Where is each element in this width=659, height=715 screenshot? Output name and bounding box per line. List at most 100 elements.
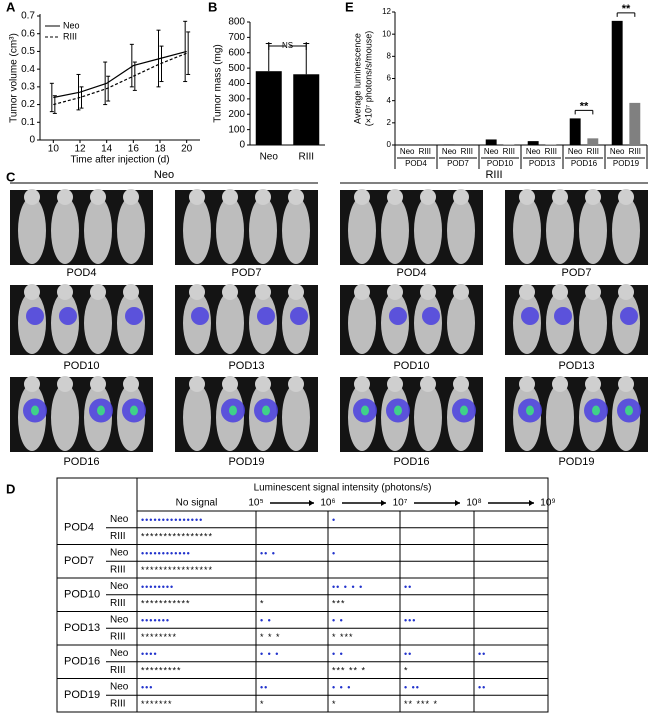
signal bbox=[554, 307, 572, 325]
row-name: RIII bbox=[110, 564, 126, 575]
mouse bbox=[84, 197, 112, 264]
legend-label: RIII bbox=[63, 31, 77, 41]
x-tick-label: POD13 bbox=[529, 159, 556, 168]
mouse-head bbox=[552, 284, 568, 300]
row-name: RIII bbox=[110, 698, 126, 709]
mouse-head bbox=[90, 376, 106, 392]
mouse bbox=[51, 197, 79, 264]
error-bar bbox=[52, 95, 57, 114]
mouse-head bbox=[189, 376, 205, 392]
signal bbox=[389, 307, 407, 325]
mouse-head bbox=[420, 376, 436, 392]
mouse bbox=[249, 197, 277, 264]
bar bbox=[587, 138, 599, 145]
y-tick-label: 200 bbox=[228, 109, 245, 120]
mouse bbox=[216, 292, 244, 354]
cell: •• • • • bbox=[332, 582, 363, 592]
x-tick-label: 14 bbox=[101, 144, 113, 155]
signal bbox=[620, 307, 638, 325]
mouse-head bbox=[255, 189, 271, 205]
panel-label: E bbox=[345, 0, 354, 14]
y-tick-label: 0.2 bbox=[21, 99, 35, 110]
mouse-head bbox=[57, 376, 73, 392]
mouse-head bbox=[222, 189, 238, 205]
y-tick-label: 500 bbox=[228, 63, 245, 74]
column-header: No signal bbox=[176, 498, 218, 509]
cell: * bbox=[404, 666, 409, 676]
y-tick-label: 600 bbox=[228, 47, 245, 58]
y-axis-label: (×10⁷ photons/s/mouse) bbox=[363, 31, 373, 127]
signal-core bbox=[262, 405, 270, 416]
error-bar bbox=[132, 61, 137, 91]
bar bbox=[255, 71, 282, 145]
image-caption: POD16 bbox=[393, 456, 429, 468]
mouse bbox=[51, 384, 79, 451]
mouse bbox=[579, 197, 607, 264]
y-tick-label: 12 bbox=[382, 7, 391, 16]
signal bbox=[26, 307, 44, 325]
cell: • • • bbox=[332, 682, 351, 692]
y-axis-label: Tumor mass (mg) bbox=[213, 44, 224, 123]
y-tick-label: 800 bbox=[228, 17, 245, 28]
y-tick-label: 0.6 bbox=[21, 28, 35, 39]
error-bar bbox=[186, 31, 191, 75]
bar bbox=[293, 74, 320, 145]
cell: • •• bbox=[404, 682, 420, 692]
y-tick-label: 4 bbox=[387, 96, 392, 105]
mouse-head bbox=[618, 376, 634, 392]
mouse-image bbox=[10, 376, 153, 452]
row-name: Neo bbox=[110, 615, 129, 626]
series-label: Neo bbox=[400, 147, 415, 156]
annotation: ** bbox=[580, 100, 589, 112]
image-caption: POD16 bbox=[63, 456, 99, 468]
signal-core bbox=[592, 405, 600, 416]
cell: * *** bbox=[332, 632, 354, 642]
error-bar bbox=[106, 75, 111, 102]
mouse-head bbox=[453, 376, 469, 392]
mouse-head bbox=[420, 189, 436, 205]
mouse-image bbox=[175, 284, 318, 355]
bar bbox=[569, 118, 581, 145]
mouse-head bbox=[354, 376, 370, 392]
mouse-image bbox=[340, 284, 483, 355]
signal-core bbox=[229, 405, 237, 416]
series-label: RIII bbox=[503, 147, 515, 156]
series-label: Neo bbox=[484, 147, 499, 156]
row-group: POD10 bbox=[64, 589, 100, 601]
x-tick-label: 20 bbox=[181, 144, 193, 155]
row-group: POD13 bbox=[64, 622, 100, 634]
mouse bbox=[513, 197, 541, 264]
bar bbox=[443, 144, 455, 145]
cell: ••••••• bbox=[141, 615, 170, 625]
signal-core bbox=[394, 405, 402, 416]
row-group: POD4 bbox=[64, 522, 94, 534]
mouse bbox=[612, 197, 640, 264]
cell: ******* bbox=[141, 699, 173, 709]
series-label: RIII bbox=[461, 147, 473, 156]
mouse-head bbox=[123, 376, 139, 392]
cell: * * * bbox=[260, 632, 281, 642]
cell: * bbox=[260, 699, 265, 709]
mouse bbox=[414, 384, 442, 451]
series-label: Neo bbox=[442, 147, 457, 156]
mouse-image bbox=[505, 189, 648, 265]
cell: •••• bbox=[141, 649, 158, 659]
mouse-image bbox=[175, 189, 318, 265]
x-tick-label: Neo bbox=[260, 152, 279, 163]
mouse-head bbox=[453, 189, 469, 205]
panel-label: B bbox=[208, 0, 217, 14]
mouse-image bbox=[505, 376, 648, 452]
signal bbox=[521, 307, 539, 325]
y-tick-label: 10 bbox=[382, 29, 391, 38]
series-label: RIII bbox=[545, 147, 557, 156]
error-bar bbox=[79, 86, 84, 109]
mouse-head bbox=[453, 284, 469, 300]
mouse-head bbox=[585, 189, 601, 205]
arrow-head bbox=[455, 500, 460, 506]
x-tick-label: 12 bbox=[74, 144, 86, 155]
mouse-head bbox=[519, 189, 535, 205]
mouse bbox=[18, 197, 46, 264]
cell: • bbox=[332, 515, 336, 525]
mouse-head bbox=[123, 284, 139, 300]
